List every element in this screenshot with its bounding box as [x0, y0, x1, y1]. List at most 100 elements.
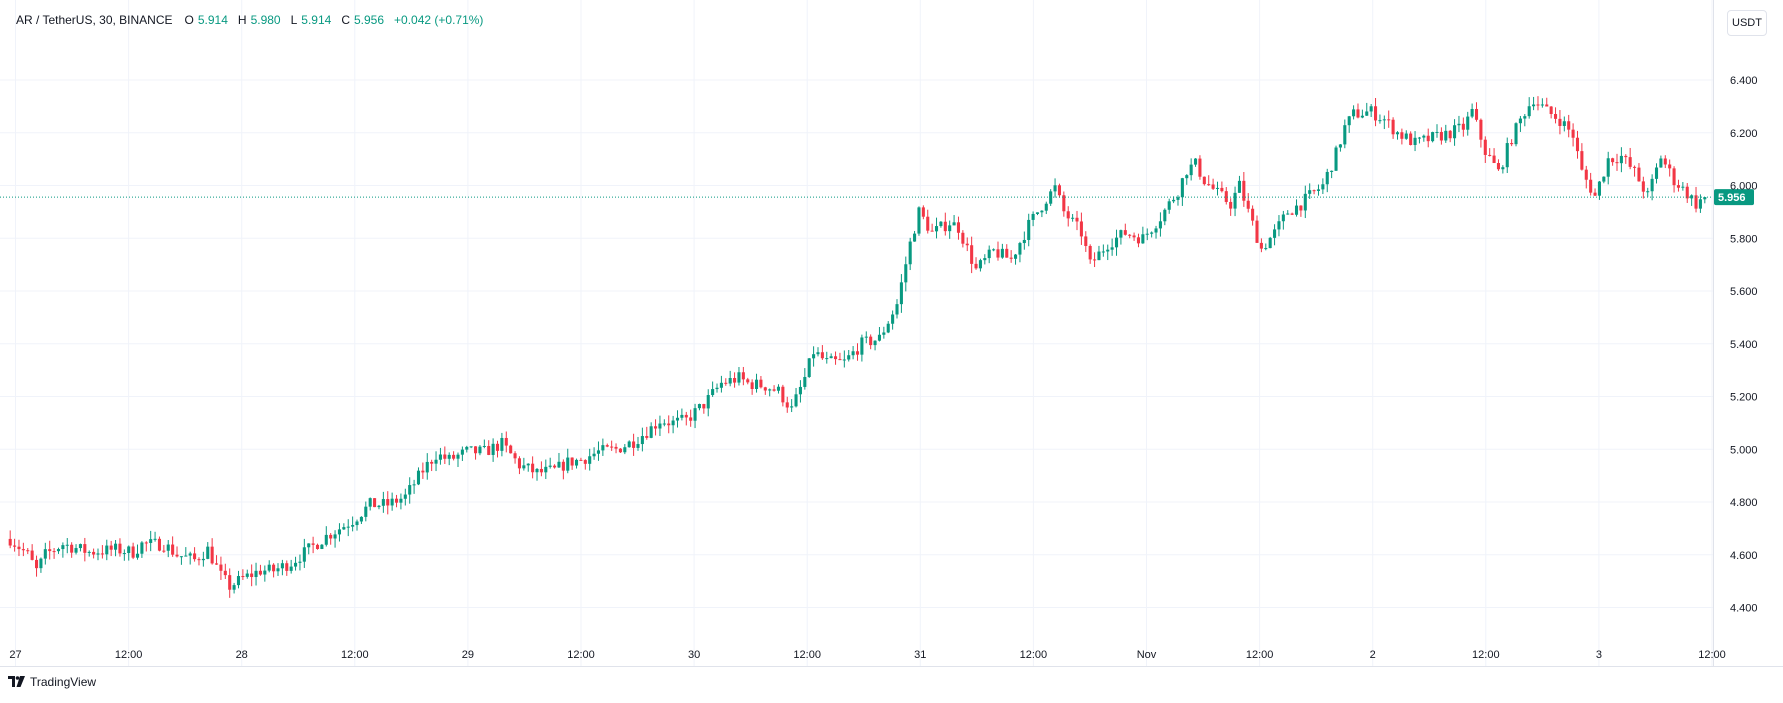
candle-body	[1641, 181, 1645, 192]
candle-body	[153, 538, 157, 540]
candle	[776, 384, 781, 394]
candle-body	[978, 260, 982, 269]
candle-body	[1549, 106, 1553, 114]
candle	[1334, 145, 1338, 171]
candle	[114, 540, 118, 557]
candle-body	[544, 466, 548, 473]
candle-body	[1268, 237, 1272, 249]
candle	[825, 351, 829, 364]
candle-body	[1395, 132, 1400, 135]
candle-body	[1356, 109, 1360, 118]
currency-button[interactable]: USDT	[1727, 10, 1767, 36]
candle	[434, 451, 438, 472]
candle	[289, 559, 293, 574]
candle	[1532, 96, 1536, 111]
candle	[588, 448, 592, 471]
candle-body	[1044, 203, 1048, 211]
candle-body	[675, 417, 680, 421]
candle	[1615, 153, 1619, 171]
candle	[759, 376, 763, 389]
candle-body	[1145, 233, 1149, 235]
candle	[1242, 171, 1246, 207]
candle-body	[298, 561, 302, 563]
candle-body	[1009, 257, 1013, 259]
candle-body	[930, 230, 934, 232]
candle	[1374, 98, 1378, 127]
candle	[1273, 224, 1277, 246]
candle-body	[1290, 213, 1294, 215]
candle	[408, 477, 412, 504]
candle-body	[1404, 133, 1408, 139]
candle-body	[21, 549, 25, 551]
candle	[8, 530, 12, 549]
candle-body	[276, 568, 280, 572]
candle-body	[412, 484, 416, 486]
candle	[1150, 231, 1154, 238]
candle-body	[166, 544, 170, 551]
candle-body	[1158, 221, 1162, 229]
candle	[1040, 210, 1044, 218]
symbol-title: AR / TetherUS, 30, BINANCE	[16, 13, 173, 27]
candle-body	[1360, 115, 1364, 118]
x-tick-label: 12:00	[793, 649, 821, 661]
candle-body	[232, 585, 236, 590]
candle	[1431, 131, 1435, 143]
candle-body	[144, 542, 148, 544]
candle	[649, 422, 653, 439]
close-label: C	[341, 13, 350, 27]
candle-body	[1338, 144, 1342, 148]
candle-body	[733, 377, 737, 383]
candle	[750, 379, 754, 395]
candle-body	[368, 498, 372, 507]
candle-body	[1040, 210, 1044, 213]
candle	[276, 563, 280, 576]
y-tick-label: 5.800	[1730, 233, 1758, 245]
candle-body	[280, 563, 284, 569]
candle-body	[614, 446, 618, 449]
candle-body	[535, 468, 539, 473]
candle-body	[1185, 175, 1189, 179]
candle-body	[469, 446, 473, 448]
candle-body	[96, 553, 100, 555]
candle-body	[860, 337, 864, 355]
symbol-legend: AR / TetherUS, 30, BINANCE O 5.914 H 5.980…	[16, 13, 483, 27]
candle	[1097, 245, 1101, 261]
candle-body	[1150, 232, 1154, 234]
candle-body	[970, 245, 974, 264]
candle	[1413, 131, 1417, 152]
candle-body	[320, 544, 324, 549]
y-tick-label: 4.600	[1730, 550, 1758, 562]
candle	[285, 560, 289, 576]
tradingview-brand[interactable]: TradingView	[8, 675, 96, 689]
candle	[970, 236, 974, 274]
candle-body	[1053, 185, 1057, 192]
candle	[1062, 191, 1066, 217]
candle-body	[798, 386, 802, 395]
candle-body	[157, 538, 161, 551]
candle-body	[531, 463, 535, 473]
candle	[236, 570, 241, 589]
candle	[179, 556, 183, 565]
candle	[140, 541, 144, 558]
candle-body	[987, 249, 991, 259]
candle	[654, 419, 658, 436]
candle-body	[1540, 104, 1544, 106]
candle	[315, 543, 320, 550]
candle	[1461, 117, 1465, 137]
candle-body	[1562, 121, 1566, 126]
candle	[324, 526, 328, 547]
grid-lines	[0, 0, 1713, 666]
candle	[1558, 110, 1562, 135]
candle-body	[689, 417, 693, 421]
candle	[1259, 238, 1263, 253]
candle	[228, 568, 232, 598]
axes: 4.400 4.600 4.800 5.000 5.200 5.400 5.600 5.800…	[0, 0, 1783, 667]
candle-body	[913, 233, 917, 242]
candle-body	[127, 546, 131, 554]
candle	[17, 539, 21, 557]
candle	[1444, 124, 1448, 143]
x-tick-label: 31	[914, 649, 926, 661]
candle	[1352, 105, 1356, 120]
